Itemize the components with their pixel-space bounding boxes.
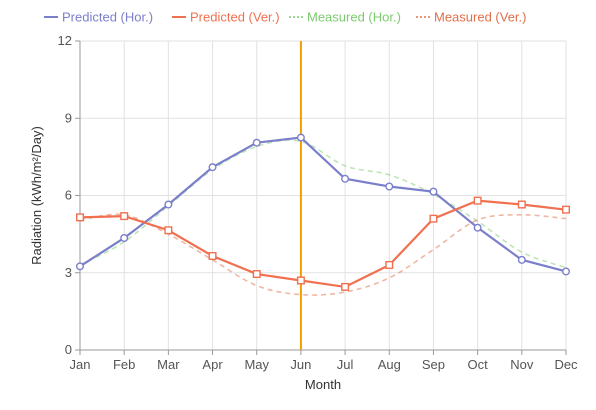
- x-tick-label: Nov: [510, 357, 534, 372]
- x-tick-label: Oct: [468, 357, 489, 372]
- axes: 0 3 6 9 12 Jan Feb Mar Apr May Jun Jul Aug Sep Oct Nov D…: [58, 33, 579, 372]
- point-predicted-ver[interactable]: [120, 212, 129, 221]
- point-predicted-hor[interactable]: [429, 187, 438, 196]
- y-tick-label: 0: [65, 342, 72, 357]
- series-line-measured-hor: [79, 139, 567, 269]
- point-predicted-ver[interactable]: [385, 261, 394, 270]
- x-tick-label: Mar: [157, 357, 180, 372]
- x-tick-label: Dec: [554, 357, 578, 372]
- point-predicted-ver[interactable]: [429, 214, 438, 223]
- series-line-predicted-ver: [79, 199, 567, 289]
- point-predicted-hor[interactable]: [208, 163, 217, 172]
- point-predicted-ver[interactable]: [473, 196, 482, 205]
- x-axis-title: Month: [305, 377, 341, 392]
- x-tick-label: Sep: [422, 357, 445, 372]
- point-predicted-hor[interactable]: [385, 182, 394, 191]
- point-predicted-hor[interactable]: [296, 133, 305, 142]
- point-predicted-hor[interactable]: [517, 255, 526, 264]
- x-tick-label: May: [244, 357, 269, 372]
- legend-label: Predicted (Hor.): [62, 10, 153, 25]
- x-tick-label: Jul: [337, 357, 354, 372]
- y-tick-label: 12: [58, 33, 72, 48]
- y-axis-title: Radiation (kWh/m²/Day): [29, 126, 44, 265]
- legend-item[interactable]: Predicted (Ver.): [172, 10, 280, 25]
- legend-label: Measured (Hor.): [307, 10, 401, 25]
- point-predicted-ver[interactable]: [562, 205, 571, 214]
- y-tick-label: 3: [65, 265, 72, 280]
- grid-lines: [80, 40, 567, 350]
- legend-item[interactable]: Predicted (Hor.): [44, 10, 153, 25]
- point-predicted-ver[interactable]: [208, 252, 217, 261]
- point-predicted-hor[interactable]: [341, 174, 350, 183]
- legend-item[interactable]: Measured (Hor.): [289, 10, 401, 25]
- y-tick-label: 6: [65, 188, 72, 203]
- point-predicted-ver[interactable]: [517, 200, 526, 209]
- x-tick-label: Jan: [70, 357, 91, 372]
- series-line-predicted-hor: [79, 136, 567, 273]
- point-predicted-ver[interactable]: [164, 226, 173, 235]
- x-tick-label: Jun: [290, 357, 311, 372]
- legend-label: Measured (Ver.): [434, 10, 527, 25]
- point-predicted-hor[interactable]: [120, 233, 129, 242]
- series-layer: [75, 41, 571, 350]
- legend: Predicted (Hor.) Predicted (Ver.) Measured…: [44, 10, 527, 25]
- point-predicted-ver[interactable]: [296, 276, 305, 285]
- legend-item[interactable]: Measured (Ver.): [416, 10, 527, 25]
- point-predicted-ver[interactable]: [341, 282, 350, 291]
- x-tick-label: Apr: [202, 357, 223, 372]
- point-predicted-hor[interactable]: [562, 267, 571, 276]
- series-line-measured-ver: [79, 213, 567, 296]
- point-predicted-hor[interactable]: [252, 138, 261, 147]
- point-predicted-ver[interactable]: [252, 270, 261, 279]
- x-tick-label: Aug: [378, 357, 401, 372]
- point-predicted-hor[interactable]: [473, 223, 482, 232]
- legend-label: Predicted (Ver.): [190, 10, 280, 25]
- x-tick-label: Feb: [113, 357, 135, 372]
- point-predicted-hor[interactable]: [164, 200, 173, 209]
- point-predicted-hor[interactable]: [75, 262, 84, 271]
- point-predicted-ver[interactable]: [75, 213, 84, 222]
- y-tick-label: 9: [65, 110, 72, 125]
